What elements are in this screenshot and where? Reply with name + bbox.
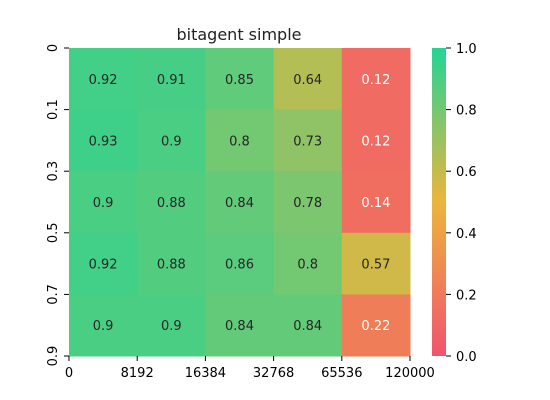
cell-value-label: 0.84 xyxy=(293,319,322,334)
x-tick-label: 65536 xyxy=(321,366,362,381)
colorbar-axis: 0.0 0.2 0.4 0.6 0.8 1.0 xyxy=(446,42,477,365)
cell-value-label: 0.73 xyxy=(293,134,322,149)
colorbar-tick-label: 0.0 xyxy=(456,350,477,365)
cell-value-label: 0.88 xyxy=(157,258,186,273)
cell-value-label: 0.22 xyxy=(361,319,390,334)
heatmap-cell xyxy=(273,171,343,234)
x-tick-label: 16384 xyxy=(185,366,226,381)
heatmap-cell xyxy=(137,232,206,295)
x-tick-label: 120000 xyxy=(385,366,435,381)
cell-value-label: 0.14 xyxy=(361,196,390,211)
cell-value-label: 0.9 xyxy=(93,319,114,334)
heatmap-cell xyxy=(205,294,275,357)
heatmap-cell xyxy=(273,232,343,295)
heatmap-cell xyxy=(69,232,138,295)
colorbar-tick-label: 0.2 xyxy=(456,288,477,303)
heatmap-cell xyxy=(341,294,411,357)
heatmap-cell xyxy=(341,171,411,234)
heatmap-cell xyxy=(341,232,411,295)
cell-value-label: 0.12 xyxy=(361,134,390,149)
heatmap-cell xyxy=(341,48,411,111)
heatmap-cell xyxy=(205,48,275,111)
cell-value-label: 0.92 xyxy=(89,258,118,273)
cell-value-label: 0.92 xyxy=(89,73,118,88)
cell-value-label: 0.12 xyxy=(361,73,390,88)
heatmap-cell xyxy=(137,109,206,172)
y-tick-label: 0.7 xyxy=(46,284,61,305)
cell-value-labels: 0.92 0.91 0.85 0.64 0.12 0.93 0.9 0.8 0.73 0.12 0.… xyxy=(89,73,391,334)
cell-value-label: 0.88 xyxy=(157,196,186,211)
colorbar-tick-label: 1.0 xyxy=(456,42,477,57)
cell-value-label: 0.9 xyxy=(93,196,114,211)
cell-value-label: 0.91 xyxy=(157,73,186,88)
heatmap-cell xyxy=(205,109,275,172)
heatmap-cell xyxy=(69,171,138,234)
heatmap-cell xyxy=(137,171,206,234)
colorbar-tick-label: 0.4 xyxy=(456,227,477,242)
colorbar-tick-label: 0.8 xyxy=(456,104,477,119)
heatmap-cell xyxy=(341,109,411,172)
cell-value-label: 0.9 xyxy=(161,319,182,334)
cell-value-label: 0.57 xyxy=(361,258,390,273)
heatmap-cell xyxy=(273,294,343,357)
y-tick-label: 0.5 xyxy=(46,222,61,243)
cell-value-label: 0.9 xyxy=(161,134,182,149)
cell-value-label: 0.86 xyxy=(225,258,254,273)
y-tick-label: 0.9 xyxy=(46,346,61,367)
cell-value-label: 0.8 xyxy=(297,258,318,273)
heatmap-cell xyxy=(137,48,206,111)
colorbar xyxy=(432,48,446,356)
x-axis: 0 8192 16384 32768 65536 120000 xyxy=(65,356,435,381)
heatmap-cell xyxy=(205,171,275,234)
heatmap-cell xyxy=(69,48,138,111)
heatmap-cells xyxy=(69,48,411,357)
heatmap-cell xyxy=(273,109,343,172)
heatmap-cell xyxy=(273,48,343,111)
heatmap-cell xyxy=(137,294,206,357)
cell-value-label: 0.93 xyxy=(89,134,118,149)
cell-value-label: 0.84 xyxy=(225,196,254,211)
cell-value-label: 0.8 xyxy=(229,134,250,149)
cell-value-label: 0.64 xyxy=(293,73,322,88)
chart-title: bitagent simple xyxy=(177,25,302,44)
x-tick-label: 0 xyxy=(65,366,73,381)
heatmap-cell xyxy=(69,109,138,172)
y-tick-label: 0.1 xyxy=(46,99,61,120)
cell-value-label: 0.85 xyxy=(225,73,254,88)
x-tick-label: 8192 xyxy=(121,366,154,381)
y-tick-label: 0 xyxy=(46,44,61,52)
y-axis: 0 0.1 0.3 0.5 0.7 0.9 xyxy=(46,44,69,366)
colorbar-tick-label: 0.6 xyxy=(456,165,477,180)
heatmap-cell xyxy=(205,232,275,295)
cell-value-label: 0.84 xyxy=(225,319,254,334)
cell-value-label: 0.78 xyxy=(293,196,322,211)
heatmap-cell xyxy=(69,294,138,357)
y-tick-label: 0.3 xyxy=(46,161,61,182)
x-tick-label: 32768 xyxy=(253,366,294,381)
